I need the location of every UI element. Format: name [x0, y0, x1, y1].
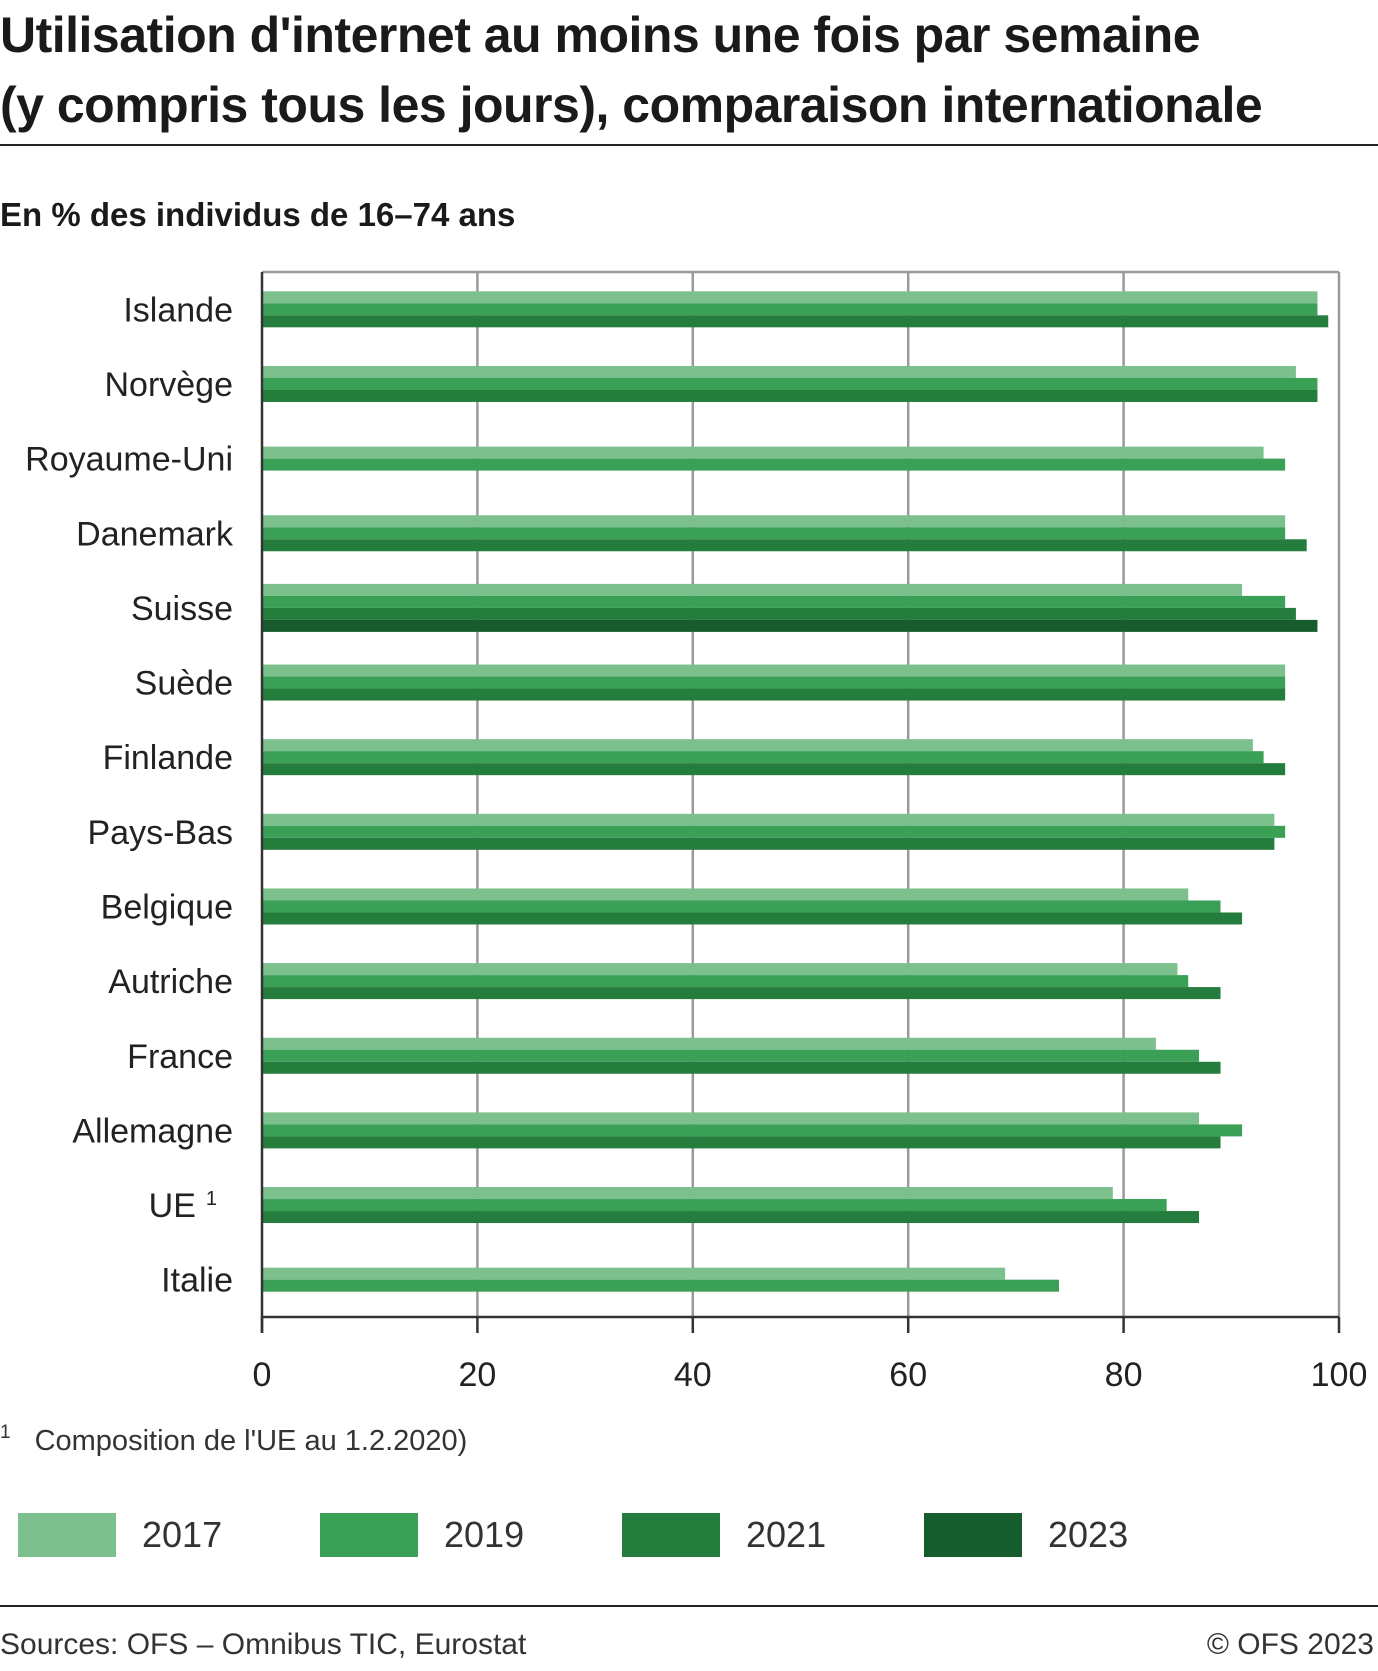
bar: Norvège 2017: 96 [262, 365, 1296, 378]
bar: Pays-Bas 2021: 94 [262, 837, 1275, 850]
bar: Suisse 2017: 91 [262, 583, 1243, 596]
legend-swatch [320, 1513, 418, 1557]
bar: Suisse 2021: 96 [262, 607, 1296, 620]
bar: Allemagne 2017: 87 [262, 1112, 1199, 1125]
legend-label: 2021 [746, 1514, 827, 1555]
legend-swatch [924, 1513, 1022, 1557]
legend-label: 2017 [142, 1514, 223, 1555]
x-tick-label: 20 [458, 1356, 496, 1390]
legend-swatch [622, 1513, 720, 1557]
x-tick-label: 60 [889, 1356, 927, 1390]
bar: Norvège 2019: 98 [262, 377, 1318, 390]
category-label: Suède [135, 665, 233, 703]
bar: Italie 2019: 74 [262, 1279, 1059, 1292]
bar: France 2021: 89 [262, 1061, 1221, 1074]
chart-subtitle: En % des individus de 16–74 ans [0, 196, 516, 233]
bar: Islande 2019: 98 [262, 303, 1318, 316]
bar: Islande 2021: 99 [262, 315, 1329, 328]
category-label: Danemark [76, 515, 234, 553]
legend-item: 2019 [320, 1512, 524, 1558]
bar: UE 2017: 79 [262, 1187, 1113, 1200]
bar: Autriche 2017: 85 [262, 963, 1178, 976]
category-label: UE 1 [149, 1187, 217, 1225]
bar: Suisse 2023: 98 [262, 619, 1318, 632]
bar: Danemark 2019: 95 [262, 527, 1286, 540]
bar: UE 2021: 87 [262, 1211, 1199, 1224]
category-label: Italie [161, 1262, 233, 1300]
bar: Belgique 2021: 91 [262, 912, 1243, 925]
bar: Danemark 2017: 95 [262, 515, 1286, 528]
bar: Islande 2017: 98 [262, 291, 1318, 304]
x-tick-label: 0 [253, 1356, 272, 1390]
category-label: Finlande [103, 739, 233, 777]
footer-divider [0, 1605, 1378, 1607]
category-label: France [127, 1038, 233, 1076]
legend-item: 2017 [18, 1512, 222, 1558]
bar: Royaume-Uni 2017: 93 [262, 446, 1264, 459]
title-divider [0, 144, 1378, 146]
chart-title-line-1: Utilisation d'internet au moins une fois… [0, 7, 1201, 63]
bar: Finlande 2021: 95 [262, 763, 1286, 776]
legend-swatch [18, 1513, 116, 1557]
bar: Suisse 2019: 95 [262, 595, 1286, 608]
bar: Pays-Bas 2019: 95 [262, 825, 1286, 838]
category-label: Norvège [104, 366, 233, 404]
chart-title: Utilisation d'internet au moins une fois… [0, 0, 1370, 140]
bar: France 2017: 83 [262, 1037, 1156, 1050]
bar: Italie 2017: 69 [262, 1267, 1006, 1280]
bar: France 2019: 87 [262, 1049, 1199, 1062]
bar: Suède 2019: 95 [262, 676, 1286, 689]
bar: Belgique 2019: 89 [262, 900, 1221, 913]
copyright-note: © OFS 2023 [1206, 1628, 1374, 1661]
category-label: Belgique [101, 888, 233, 926]
bar: UE 2019: 84 [262, 1199, 1167, 1212]
bar: Finlande 2019: 93 [262, 751, 1264, 764]
category-label: Islande [123, 291, 233, 329]
category-label: Suisse [131, 590, 233, 628]
chart-legend: 2017 2019 2021 2023 [0, 1512, 1378, 1558]
bar: Royaume-Uni 2019: 95 [262, 458, 1286, 471]
bar: Belgique 2017: 86 [262, 888, 1189, 901]
bar: Danemark 2021: 97 [262, 539, 1307, 552]
category-label: Autriche [108, 963, 233, 1001]
footnote: 1 Composition de l'UE au 1.2.2020) [0, 1422, 468, 1458]
bar: Suède 2021: 95 [262, 688, 1286, 701]
footnote-text: Composition de l'UE au 1.2.2020) [34, 1425, 468, 1457]
bar: Allemagne 2021: 89 [262, 1136, 1221, 1149]
category-label: Pays-Bas [88, 814, 234, 852]
x-tick-label: 80 [1105, 1356, 1143, 1390]
legend-label: 2023 [1048, 1514, 1129, 1555]
bar: Autriche 2021: 89 [262, 987, 1221, 1000]
category-label: Allemagne [72, 1112, 233, 1150]
footnote-marker: 1 [0, 1422, 11, 1443]
bar: Finlande 2017: 92 [262, 739, 1253, 752]
bar-chart: Islande 2017: 98Islande 2019: 98Islande … [25, 270, 1368, 1390]
legend-item: 2023 [924, 1512, 1128, 1558]
chart-title-line-2: (y compris tous les jours), comparaison … [0, 77, 1263, 133]
bar: Suède 2017: 95 [262, 664, 1286, 677]
legend-label: 2019 [444, 1514, 525, 1555]
source-note: Sources: OFS – Omnibus TIC, Eurostat [0, 1628, 527, 1661]
bar: Pays-Bas 2017: 94 [262, 813, 1275, 826]
category-label: Royaume-Uni [25, 441, 233, 479]
bar: Autriche 2019: 86 [262, 975, 1189, 988]
legend-item: 2021 [622, 1512, 826, 1558]
x-tick-label: 100 [1311, 1356, 1368, 1390]
bar: Allemagne 2019: 91 [262, 1124, 1243, 1137]
x-tick-label: 40 [674, 1356, 712, 1390]
bar: Norvège 2021: 98 [262, 389, 1318, 402]
